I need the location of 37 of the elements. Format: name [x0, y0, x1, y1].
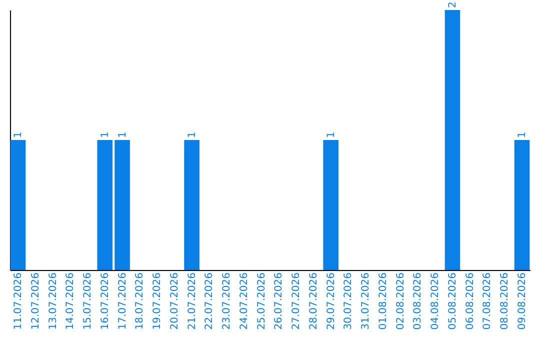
x-tick-label: 24.07.2026 [238, 272, 250, 330]
x-tick-label: 23.07.2026 [222, 272, 233, 330]
x-tick-label: 29.07.2026 [326, 272, 337, 330]
x-tick-label: 22.07.2026 [204, 272, 216, 330]
x-tick-label: 19.07.2026 [152, 272, 164, 330]
data-label: 1 [186, 132, 198, 138]
x-tick-label: 02.08.2026 [395, 272, 406, 330]
x-tick-label: 27.07.2026 [291, 272, 302, 330]
x-tick-label: 16.07.2026 [100, 272, 111, 330]
x-tick-label: 18.07.2026 [134, 272, 146, 330]
x-tick-label: 11.07.2026 [12, 272, 24, 330]
x-tick-label: 15.07.2026 [82, 272, 94, 330]
x-tick-label: 31.07.2026 [360, 272, 372, 330]
x-tick-label: 13.07.2026 [48, 272, 59, 330]
x-tick-label: 07.08.2026 [482, 272, 494, 330]
x-tick-label: 26.07.2026 [274, 272, 285, 330]
x-tick-label: 08.08.2026 [500, 272, 511, 330]
x-tick-label: 04.08.2026 [430, 272, 442, 330]
data-label: 2 [447, 2, 458, 8]
x-tick-label: 28.07.2026 [308, 272, 320, 330]
x-tick-label: 12.07.2026 [30, 272, 42, 330]
data-label: 1 [517, 132, 528, 138]
x-tick-label: 06.08.2026 [464, 272, 476, 330]
x-tick-label: 20.07.2026 [169, 272, 180, 330]
x-tick-label: 17.07.2026 [117, 272, 128, 330]
data-label: 1 [100, 132, 111, 138]
x-tick-label: 25.07.2026 [256, 272, 268, 330]
x-tick-label: 30.07.2026 [343, 272, 354, 330]
x-tick-label: 09.08.2026 [517, 272, 528, 330]
x-tick-label: 05.08.2026 [447, 272, 458, 330]
x-tick-label: 03.08.2026 [412, 272, 424, 330]
x-tick-label: 14.07.2026 [65, 272, 76, 330]
x-tick-label: 01.08.2026 [378, 272, 389, 330]
data-label: 1 [326, 132, 337, 138]
data-label: 1 [12, 132, 24, 138]
data-label: 1 [117, 132, 128, 138]
x-tick-label: 21.07.2026 [186, 272, 198, 330]
